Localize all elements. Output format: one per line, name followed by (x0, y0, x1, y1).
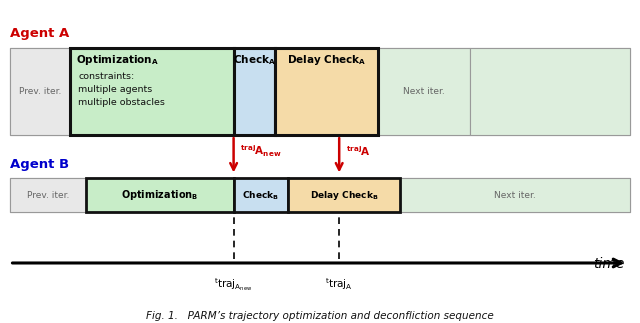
Bar (234, 47, 275, 135)
Bar (400, 178, 630, 213)
Bar (470, 47, 630, 135)
Text: Prev. iter.: Prev. iter. (19, 87, 61, 96)
Text: Optimization$_\mathbf{B}$: Optimization$_\mathbf{B}$ (122, 188, 198, 203)
Text: Check$_\mathbf{B}$: Check$_\mathbf{B}$ (243, 189, 279, 202)
Text: Agent A: Agent A (10, 27, 69, 40)
Text: time: time (593, 256, 624, 271)
Text: $\mathbf{^{traj}A}$: $\mathbf{^{traj}A}$ (346, 144, 371, 158)
Text: Prev. iter.: Prev. iter. (27, 191, 69, 200)
Text: Agent B: Agent B (10, 158, 68, 171)
Text: Delay Check$_\mathbf{B}$: Delay Check$_\mathbf{B}$ (310, 189, 378, 202)
Bar (70, 47, 234, 135)
Text: constraints:
multiple agents
multiple obstacles: constraints: multiple agents multiple ob… (78, 72, 165, 107)
Text: Optimization$_\mathbf{A}$: Optimization$_\mathbf{A}$ (76, 53, 159, 67)
Bar (86, 178, 234, 213)
Bar (10, 178, 630, 213)
Text: Fig. 1.   PARM’s trajectory optimization and deconfliction sequence: Fig. 1. PARM’s trajectory optimization a… (146, 311, 494, 321)
Bar (10, 47, 630, 135)
Bar (234, 178, 288, 213)
Text: $\mathbf{^{traj}A_{new}}$: $\mathbf{^{traj}A_{new}}$ (240, 143, 282, 159)
Text: $\mathsf{^{t}traj_{A}}$: $\mathsf{^{t}traj_{A}}$ (325, 276, 353, 292)
Text: Next iter.: Next iter. (403, 87, 445, 96)
Bar (10, 47, 70, 135)
Text: Check$_\mathbf{A}$: Check$_\mathbf{A}$ (233, 53, 276, 67)
Text: $\mathsf{^{t}traj_{A_{new}}}$: $\mathsf{^{t}traj_{A_{new}}}$ (214, 276, 253, 293)
Text: Delay Check$_\mathbf{A}$: Delay Check$_\mathbf{A}$ (287, 53, 366, 67)
Bar (378, 47, 470, 135)
Bar (10, 178, 86, 213)
Bar (275, 47, 378, 135)
Text: Next iter.: Next iter. (494, 191, 536, 200)
Bar (288, 178, 400, 213)
